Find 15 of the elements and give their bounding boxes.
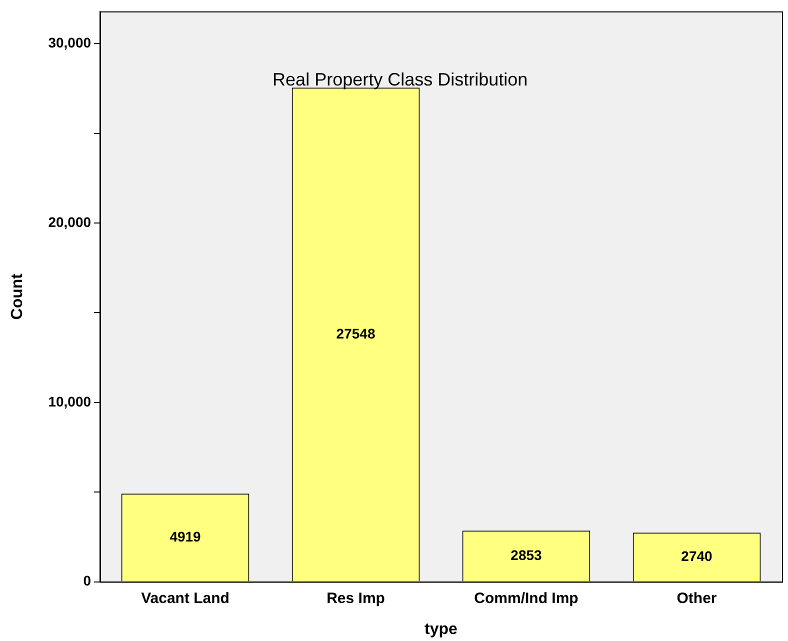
y-tick-label: 10,000	[48, 393, 92, 410]
data-label: 4919	[170, 528, 202, 544]
x-tick-label: Comm/Ind Imp	[474, 590, 578, 607]
y-tick-label: 20,000	[48, 214, 92, 230]
text: Real Property Class Distribution	[272, 69, 528, 90]
y-tick-label: 0	[83, 572, 92, 589]
data-label: 2740	[681, 548, 713, 564]
data-label: 2853	[510, 546, 542, 563]
data-label: 27548	[336, 325, 376, 342]
y-axis-title: Count	[9, 272, 26, 320]
x-tick-label: Res Imp	[326, 590, 385, 607]
x-axis-title: type	[424, 620, 458, 638]
x-tick-label: Vacant Land	[141, 590, 230, 607]
x-tick-label: Other	[676, 590, 717, 607]
y-tick-label: 30,000	[48, 34, 92, 51]
